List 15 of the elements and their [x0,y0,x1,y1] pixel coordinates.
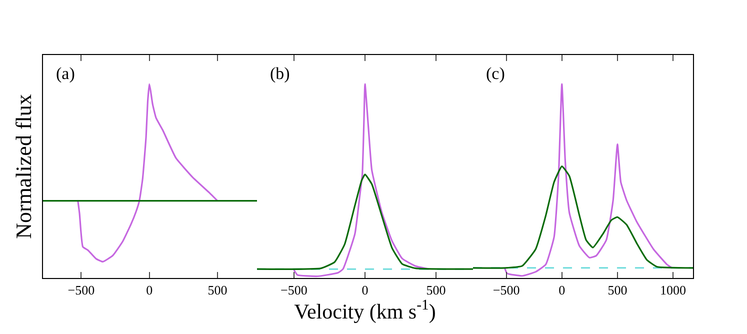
text: (a) [56,64,75,83]
x-tick-label: 0 [558,282,566,298]
x-tick-label: −500 [492,282,520,298]
x-tick-label: 500 [426,282,446,298]
x-axis-title: Velocity (km s$^{-1}$) [294,298,436,324]
x-tick-label: 1000 [660,282,686,298]
x-tick-label: −500 [280,282,308,298]
x-tick-label: 500 [608,282,628,298]
text: (b) [270,64,290,83]
x-tick-label: −500 [68,282,95,298]
x-tick-label: 0 [146,282,153,298]
y-axis-title: Normalized flux [10,94,36,239]
text: (c) [486,64,505,83]
x-tick-label: 0 [362,282,368,298]
x-tick-label: 500 [208,282,228,298]
